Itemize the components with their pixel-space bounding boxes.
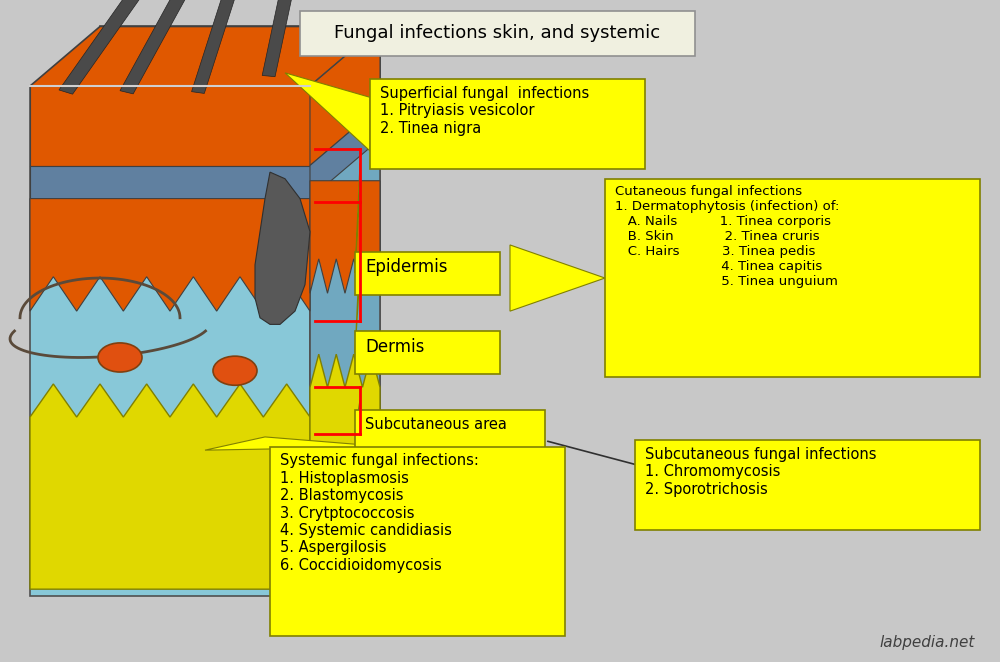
Polygon shape (310, 354, 380, 578)
FancyBboxPatch shape (370, 79, 645, 169)
FancyBboxPatch shape (355, 331, 500, 374)
Text: labpedia.net: labpedia.net (880, 635, 975, 650)
Polygon shape (30, 86, 310, 166)
Polygon shape (30, 384, 310, 589)
Polygon shape (262, 0, 301, 77)
FancyBboxPatch shape (355, 252, 500, 295)
FancyBboxPatch shape (635, 440, 980, 530)
Text: Cutaneous fungal infections
1. Dermatophytosis (infection) of:
   A. Nails      : Cutaneous fungal infections 1. Dermatoph… (615, 185, 839, 289)
Polygon shape (100, 26, 380, 549)
Polygon shape (30, 26, 380, 86)
Polygon shape (205, 437, 388, 450)
Polygon shape (255, 172, 310, 324)
Polygon shape (310, 106, 380, 199)
Text: Systemic fungal infections:
1. Histoplasmosis
2. Blastomycosis
3. Crytptococcosi: Systemic fungal infections: 1. Histoplas… (280, 453, 479, 573)
Circle shape (98, 343, 142, 372)
Text: Subcutaneous fungal infections
1. Chromomycosis
2. Sporotrichosis: Subcutaneous fungal infections 1. Chromo… (645, 447, 876, 496)
Polygon shape (510, 245, 605, 311)
Text: Epidermis: Epidermis (365, 258, 448, 276)
Polygon shape (120, 0, 205, 94)
Text: Dermis: Dermis (365, 338, 424, 355)
Polygon shape (30, 166, 310, 199)
Polygon shape (192, 0, 250, 93)
Circle shape (213, 356, 257, 385)
Text: Subcutaneous area: Subcutaneous area (365, 417, 507, 432)
Polygon shape (355, 250, 360, 352)
Polygon shape (285, 73, 370, 151)
Text: Fungal infections skin, and systemic: Fungal infections skin, and systemic (334, 24, 660, 42)
Polygon shape (30, 86, 310, 596)
Polygon shape (310, 181, 380, 293)
FancyBboxPatch shape (300, 11, 695, 56)
Text: Superficial fungal  infections
1. Pitryiasis vesicolor
2. Tinea nigra: Superficial fungal infections 1. Pitryia… (380, 86, 589, 136)
FancyBboxPatch shape (355, 410, 545, 453)
FancyBboxPatch shape (270, 447, 565, 636)
Polygon shape (310, 26, 380, 165)
Polygon shape (310, 26, 380, 596)
Polygon shape (30, 199, 310, 311)
Polygon shape (355, 400, 360, 432)
Polygon shape (355, 164, 360, 273)
FancyBboxPatch shape (605, 179, 980, 377)
Polygon shape (59, 0, 153, 94)
